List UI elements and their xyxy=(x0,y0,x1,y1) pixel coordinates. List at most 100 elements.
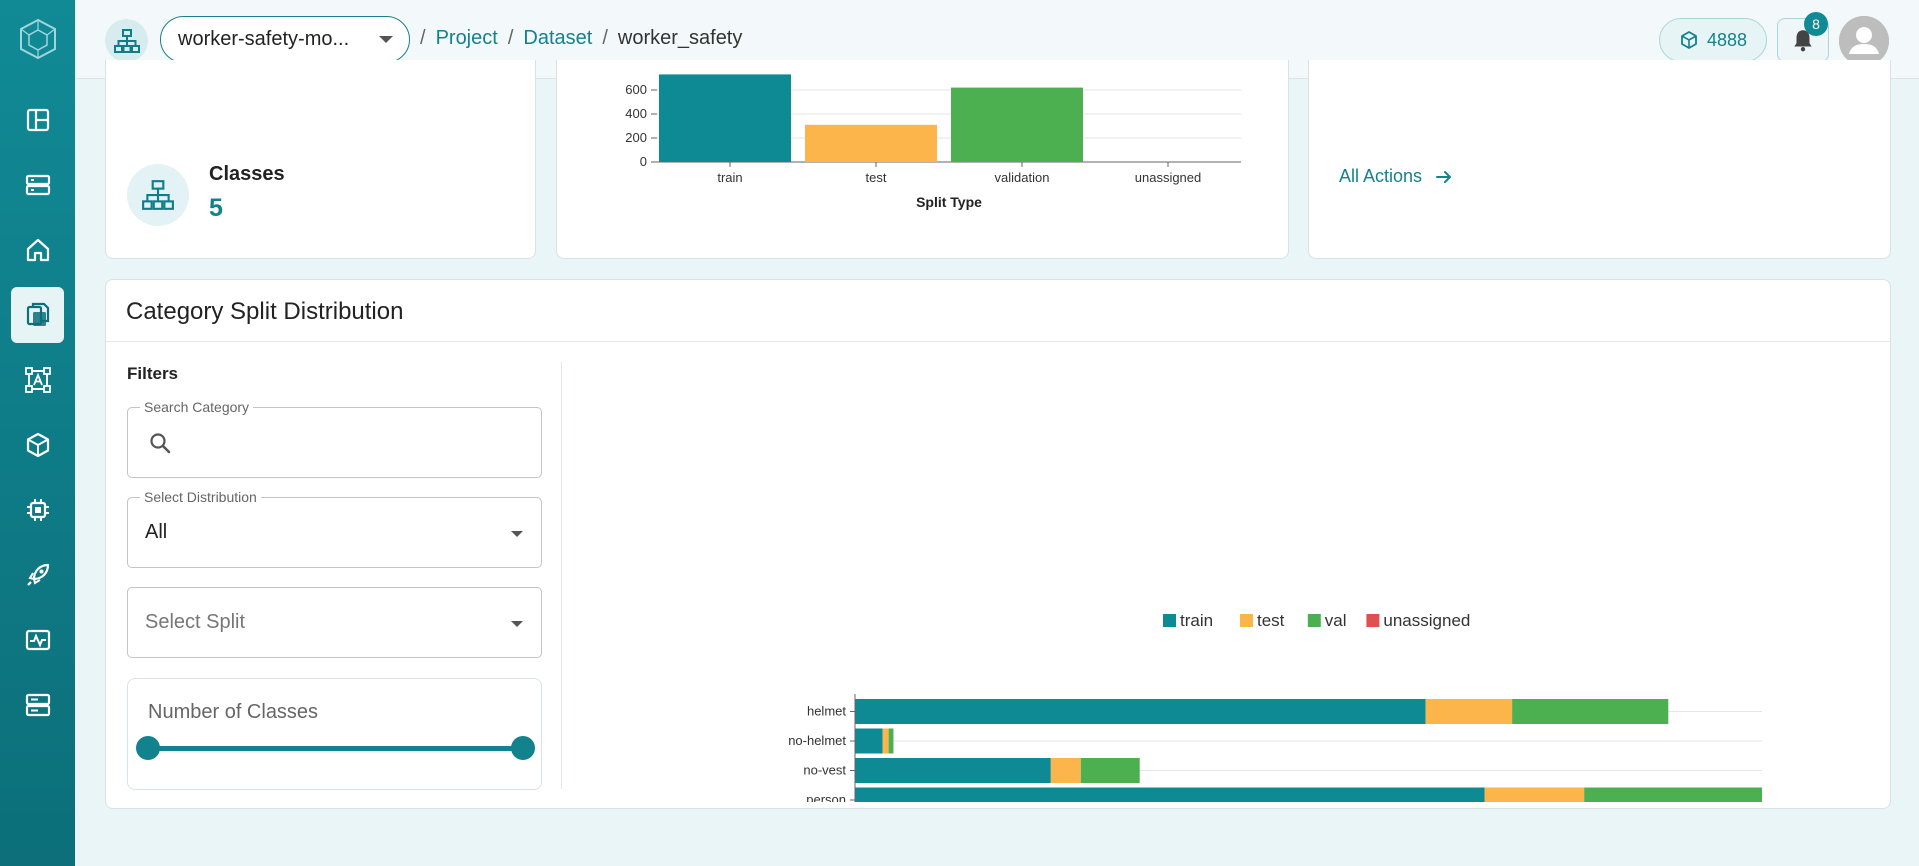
legend-swatch-test xyxy=(1240,614,1253,627)
bar-validation xyxy=(951,87,1083,162)
breadcrumb-separator: / xyxy=(507,27,514,49)
sidebar-item-datasets[interactable] xyxy=(11,287,64,343)
bar-helmet-test xyxy=(1425,699,1513,724)
section-title: Category Split Distribution xyxy=(126,298,404,325)
breadcrumb-current: worker_safety xyxy=(617,27,743,49)
bar-train xyxy=(659,74,791,162)
legend-label-val: val xyxy=(1325,611,1347,630)
slider-label: Number of Classes xyxy=(148,701,319,723)
bar-person-train xyxy=(855,787,1485,802)
storage-icon xyxy=(25,174,50,196)
app-logo-icon[interactable] xyxy=(18,18,58,60)
dashboard-icon xyxy=(26,108,49,132)
legend-label-unassigned: unassigned xyxy=(1383,611,1470,630)
sidebar xyxy=(0,0,75,866)
x-tick-label: test xyxy=(866,170,887,185)
cube-icon xyxy=(1681,31,1697,49)
sidebar-item-annotate[interactable] xyxy=(11,352,64,408)
y-tick-label: 0 xyxy=(640,154,647,169)
select-split-placeholder: Select Split xyxy=(145,611,246,633)
sidebar-item-dashboard[interactable] xyxy=(11,92,64,148)
sidebar-item-hardware[interactable] xyxy=(11,482,64,538)
select-distribution-label: Select Distribution xyxy=(140,489,261,505)
rocket-icon xyxy=(26,563,49,586)
number-of-classes-box: Number of Classes xyxy=(127,678,542,790)
bar-person-val xyxy=(1584,787,1762,802)
bar-no-vest-test xyxy=(1050,758,1081,783)
slider-thumb-min[interactable] xyxy=(136,736,160,760)
chip-icon xyxy=(26,499,49,521)
breadcrumb-dataset[interactable]: Dataset xyxy=(523,27,593,49)
search-icon xyxy=(148,431,172,460)
legend-label-test: test xyxy=(1257,611,1285,630)
filters-title: Filters xyxy=(127,364,179,383)
bar-no-vest-train xyxy=(855,758,1051,783)
notification-badge: 8 xyxy=(1804,12,1828,36)
copy-files-icon xyxy=(26,302,49,326)
slider-track[interactable] xyxy=(148,746,523,751)
user-icon xyxy=(1839,16,1889,66)
select-split[interactable]: Select Split xyxy=(127,587,542,658)
breadcrumb-separator: / xyxy=(420,27,426,49)
user-avatar[interactable] xyxy=(1839,16,1889,66)
bar-no-helmet-test xyxy=(882,728,889,754)
sidebar-item-monitor[interactable] xyxy=(11,612,64,668)
home-icon xyxy=(26,238,49,262)
category-split-card: Category Split Distribution Filters Sear… xyxy=(105,279,1891,809)
chevron-down-icon xyxy=(379,36,393,43)
classes-title: Classes xyxy=(209,163,285,185)
project-select-value: worker-safety-mo... xyxy=(178,28,350,50)
legend-label-train: train xyxy=(1180,611,1213,630)
search-category-label: Search Category xyxy=(140,399,254,415)
select-distribution[interactable]: Select Distribution All xyxy=(127,489,542,568)
legend-swatch-train xyxy=(1163,614,1176,627)
caret-down-icon xyxy=(511,621,523,627)
bar-test xyxy=(805,124,937,162)
project-icon[interactable] xyxy=(105,19,148,62)
slider-thumb-max[interactable] xyxy=(511,736,535,760)
y-tick-label: 400 xyxy=(625,106,647,121)
y-tick-label: 200 xyxy=(625,130,647,145)
breadcrumb: / Project / Dataset / worker_safety xyxy=(420,27,742,50)
breadcrumb-separator: / xyxy=(602,27,608,49)
y-tick-label: 600 xyxy=(625,82,647,97)
filters-separator xyxy=(561,362,562,789)
bar-helmet-train xyxy=(855,699,1426,724)
breadcrumb-project[interactable]: Project xyxy=(435,27,498,49)
classes-card: Classes 5 xyxy=(105,60,536,259)
annotate-icon xyxy=(24,367,51,393)
project-select[interactable]: worker-safety-mo... xyxy=(160,16,410,63)
actions-card: All Actions xyxy=(1308,60,1891,259)
arrow-right-icon xyxy=(1436,170,1452,183)
classes-count: 5 xyxy=(209,194,223,222)
sidebar-item-storage[interactable] xyxy=(11,157,64,213)
legend-swatch-val xyxy=(1307,614,1321,627)
all-actions-label: All Actions xyxy=(1339,166,1423,186)
bar-no-helmet-val xyxy=(888,728,894,754)
search-category-field[interactable]: Search Category xyxy=(127,399,542,478)
split-type-chart: 0 200 400 600 train test validation unassigned S… xyxy=(625,74,1241,210)
credits-button[interactable]: 4888 xyxy=(1659,18,1767,62)
y-tick-label: helmet xyxy=(807,704,846,719)
x-tick-label: train xyxy=(717,170,742,185)
select-distribution-value: All xyxy=(145,521,168,543)
hierarchy-icon xyxy=(127,164,189,226)
sidebar-item-deploy[interactable] xyxy=(11,547,64,603)
bar-no-helmet-train xyxy=(855,728,883,754)
bar-person-test xyxy=(1484,787,1585,802)
sidebar-item-reports[interactable] xyxy=(11,677,64,733)
monitor-icon xyxy=(25,629,50,651)
category-distribution-chart: train test val unassigned helmet no-helmet no-… xyxy=(788,611,1762,802)
legend-swatch-unassigned xyxy=(1366,614,1380,627)
caret-down-icon xyxy=(511,531,523,537)
sidebar-item-models[interactable] xyxy=(11,417,64,473)
all-actions-link[interactable]: All Actions xyxy=(1339,166,1454,187)
x-axis-label: Split Type xyxy=(916,194,982,210)
split-type-card: 0 200 400 600 train test validation unassigned S… xyxy=(556,60,1289,259)
sidebar-item-home[interactable] xyxy=(11,222,64,278)
credits-value: 4888 xyxy=(1706,29,1748,50)
reports-icon xyxy=(25,693,50,717)
bell-icon xyxy=(1794,30,1812,52)
y-tick-label: no-helmet xyxy=(788,733,846,748)
divider xyxy=(106,341,1890,342)
